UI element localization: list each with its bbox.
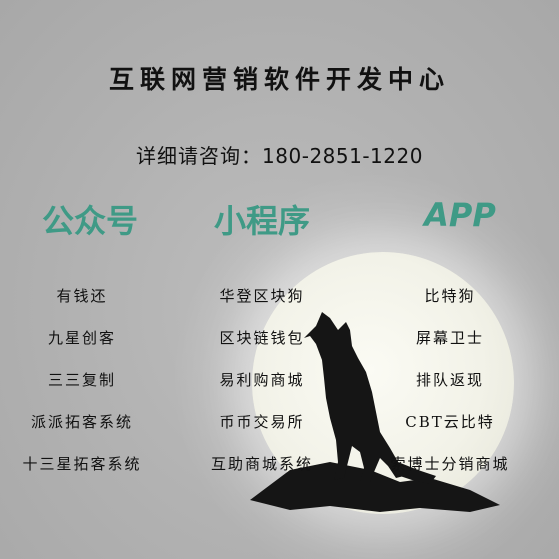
list-item: 币币交易所	[219, 413, 305, 431]
list-item: 比特狗	[424, 287, 476, 305]
heading-official-account: 公众号	[41, 202, 138, 240]
list-item: 易利购商城	[219, 371, 305, 389]
list-item: 索博士分销商城	[390, 455, 510, 473]
list-item: 十三星拓客系统	[22, 455, 142, 473]
list-item: 派派拓客系统	[30, 413, 133, 431]
list-item: 九星创客	[47, 329, 116, 347]
heading-mini-program: 小程序	[213, 202, 310, 240]
page-title: 互联网营销软件开发中心	[108, 65, 450, 94]
phone-number: 180-2851-1220	[262, 144, 423, 168]
list-item: 有钱还	[56, 287, 108, 305]
heading-app: APP	[424, 196, 496, 234]
contact-label: 详细请咨询：	[136, 144, 263, 168]
list-item: 区块链钱包	[219, 329, 305, 347]
contact-line: 详细请咨询：180-2851-1220	[0, 140, 559, 169]
list-item: 排队返现	[415, 371, 484, 389]
list-item: 华登区块狗	[219, 287, 305, 305]
official-account-list: 有钱还 九星创客 三三复制 派派拓客系统 十三星拓客系统	[0, 286, 182, 496]
app-list: 比特狗 屏幕卫士 排队返现 CBT云比特 索博士分销商城	[350, 286, 550, 496]
list-item: 屏幕卫士	[415, 329, 484, 347]
list-item: CBT云比特	[405, 413, 495, 431]
list-item: 三三复制	[47, 371, 116, 389]
mini-program-list: 华登区块狗 区块链钱包 易利购商城 币币交易所 互助商城系统	[162, 286, 362, 496]
list-item: 互助商城系统	[210, 455, 313, 473]
